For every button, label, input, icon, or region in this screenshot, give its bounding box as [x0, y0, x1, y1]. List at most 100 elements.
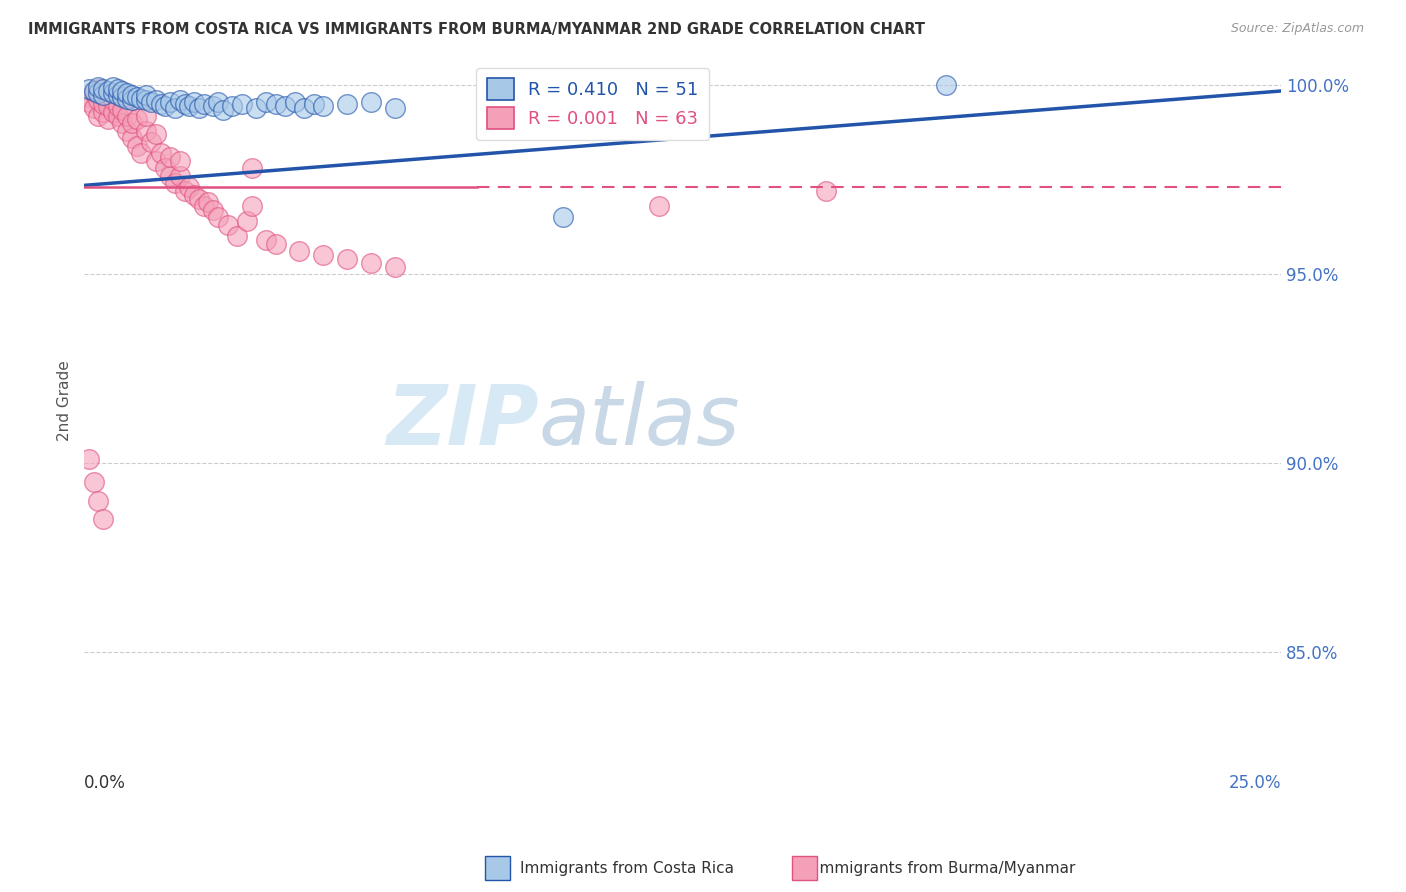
Point	[202, 202, 225, 217]
Point	[87, 80, 110, 95]
Point	[77, 82, 100, 96]
Point	[336, 97, 359, 112]
Point	[183, 95, 205, 110]
Point	[207, 95, 229, 110]
Point	[121, 131, 143, 145]
Point	[107, 82, 129, 96]
Point	[111, 89, 134, 103]
Point	[121, 94, 143, 108]
Point	[83, 86, 105, 100]
Point	[77, 452, 100, 467]
Point	[217, 218, 239, 232]
Point	[179, 180, 201, 194]
Point	[135, 109, 157, 123]
Point	[149, 146, 172, 161]
Point	[384, 260, 406, 274]
Point	[87, 82, 110, 96]
Point	[193, 199, 215, 213]
Point	[111, 116, 134, 130]
Point	[360, 256, 382, 270]
Point	[139, 95, 162, 110]
Point	[284, 95, 307, 110]
Point	[187, 192, 209, 206]
Point	[135, 123, 157, 137]
Point	[173, 97, 195, 112]
Point	[264, 97, 287, 112]
Point	[236, 214, 259, 228]
Point	[179, 99, 201, 113]
Point	[202, 99, 225, 113]
Point	[91, 104, 114, 119]
Point	[97, 99, 120, 113]
Point	[77, 95, 100, 110]
Point	[115, 91, 138, 105]
Point	[173, 184, 195, 198]
Point	[647, 199, 669, 213]
Point	[97, 89, 120, 103]
Point	[107, 109, 129, 123]
Point	[107, 87, 129, 102]
Point	[245, 101, 267, 115]
Point	[125, 112, 148, 127]
Point	[197, 195, 219, 210]
Point	[274, 99, 297, 113]
Point	[336, 252, 359, 266]
Point	[264, 236, 287, 251]
Point	[121, 116, 143, 130]
Point	[107, 99, 129, 113]
Text: atlas: atlas	[538, 381, 741, 462]
Point	[254, 233, 277, 247]
Point	[169, 153, 191, 168]
Point	[101, 94, 124, 108]
Point	[87, 86, 110, 100]
Point	[254, 95, 277, 110]
Point	[97, 112, 120, 127]
Text: IMMIGRANTS FROM COSTA RICA VS IMMIGRANTS FROM BURMA/MYANMAR 2ND GRADE CORRELATIO: IMMIGRANTS FROM COSTA RICA VS IMMIGRANTS…	[28, 22, 925, 37]
Point	[231, 97, 253, 112]
Legend: R = 0.410   N = 51, R = 0.001   N = 63: R = 0.410 N = 51, R = 0.001 N = 63	[477, 68, 710, 140]
Point	[169, 169, 191, 183]
Point	[145, 128, 167, 142]
Point	[159, 95, 181, 110]
Point	[91, 97, 114, 112]
Point	[121, 87, 143, 102]
Point	[163, 177, 186, 191]
Point	[87, 493, 110, 508]
Point	[83, 84, 105, 98]
Point	[815, 184, 838, 198]
Point	[187, 101, 209, 115]
Point	[207, 211, 229, 225]
Point	[111, 103, 134, 117]
Point	[145, 153, 167, 168]
Point	[551, 211, 574, 225]
Text: Source: ZipAtlas.com: Source: ZipAtlas.com	[1230, 22, 1364, 36]
Point	[91, 87, 114, 102]
Point	[87, 94, 110, 108]
Point	[163, 101, 186, 115]
Point	[87, 109, 110, 123]
Point	[125, 89, 148, 103]
Point	[135, 94, 157, 108]
Point	[159, 169, 181, 183]
Point	[101, 86, 124, 100]
Text: 25.0%: 25.0%	[1229, 773, 1281, 791]
Point	[111, 84, 134, 98]
Point	[221, 99, 243, 113]
Point	[145, 94, 167, 108]
Point	[292, 101, 315, 115]
Point	[97, 84, 120, 98]
Point	[155, 161, 177, 176]
Point	[91, 82, 114, 96]
Text: 0.0%: 0.0%	[84, 773, 127, 791]
Point	[288, 244, 311, 259]
Text: Immigrants from Burma/Myanmar: Immigrants from Burma/Myanmar	[815, 861, 1076, 876]
Point	[360, 95, 382, 110]
Point	[139, 135, 162, 149]
Point	[155, 99, 177, 113]
Point	[384, 101, 406, 115]
Point	[240, 199, 263, 213]
Point	[169, 94, 191, 108]
Point	[101, 80, 124, 95]
Point	[115, 109, 138, 123]
Point	[115, 86, 138, 100]
